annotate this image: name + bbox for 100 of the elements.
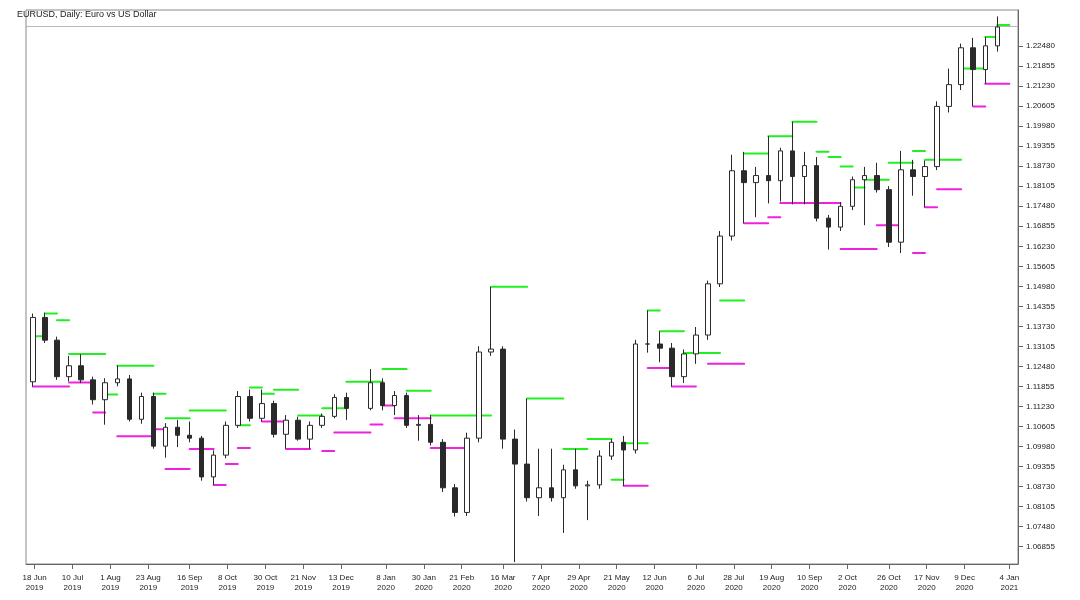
y-tick-label: 1.18105	[1026, 181, 1056, 191]
candlestick	[163, 422, 168, 459]
candlestick	[549, 448, 554, 503]
x-tick-label: 10 Jul 2019	[61, 572, 84, 592]
candlestick	[42, 312, 48, 344]
candlestick	[175, 419, 180, 448]
candlestick	[380, 377, 385, 411]
candlestick	[127, 374, 132, 422]
y-tick-label: 1.09980	[1026, 441, 1056, 451]
candlestick	[488, 286, 494, 357]
y-tick-label: 1.20605	[1026, 101, 1056, 111]
candlestick	[573, 448, 578, 490]
y-tick-label: 1.16230	[1026, 241, 1056, 251]
candlestick	[500, 345, 506, 450]
y-tick-label: 1.21855	[1026, 61, 1056, 71]
candlestick	[995, 15, 1000, 53]
y-tick-label: 1.11230	[1026, 401, 1055, 411]
y-tick-label: 1.16855	[1026, 221, 1056, 231]
candlestick	[802, 151, 807, 205]
y-tick-label: 1.12480	[1026, 361, 1056, 371]
candlestick	[440, 438, 446, 493]
candlestick	[139, 392, 144, 425]
candlestick	[874, 162, 880, 194]
candlestick	[115, 364, 120, 387]
x-tick-label: 30 Jan 2020	[411, 572, 436, 592]
x-tick-label: 28 Jul 2020	[723, 572, 745, 592]
x-tick-label: 8 Oct 2019	[217, 572, 238, 592]
candlestick	[970, 37, 976, 107]
candlestick	[983, 36, 988, 85]
x-tick-label: 21 Nov 2019	[290, 572, 316, 592]
candlestick	[464, 432, 470, 517]
candlestick	[428, 414, 433, 447]
x-tick-label: 10 Sep 2020	[796, 572, 823, 592]
candlestick	[910, 159, 916, 197]
candlestick	[295, 416, 301, 442]
candlestick	[693, 326, 699, 365]
candlestick	[452, 483, 458, 518]
candlestick	[766, 135, 771, 204]
x-tick-label: 12 Jun 2020	[642, 572, 667, 592]
candlestick	[717, 230, 723, 288]
candlestick	[283, 414, 289, 450]
x-tick-label: 16 Mar 2020	[490, 572, 516, 592]
y-tick-label: 1.17480	[1026, 201, 1056, 211]
y-tick-label: 1.19355	[1026, 141, 1056, 151]
y-tick-label: 1.06855	[1026, 541, 1056, 551]
x-tick-label: 19 Aug 2020	[759, 572, 785, 592]
candlestick	[922, 160, 928, 208]
y-tick-label: 1.07480	[1026, 521, 1056, 531]
candlestick	[729, 154, 735, 242]
candlestick	[368, 368, 373, 411]
candlestick	[247, 388, 253, 422]
candlestick	[657, 330, 663, 363]
candlestick	[826, 214, 831, 251]
candlestick	[946, 68, 952, 113]
candlestick	[753, 166, 759, 218]
candlestick	[30, 313, 36, 388]
candlestick	[898, 150, 904, 254]
candlestick	[235, 390, 241, 429]
y-tick-label: 1.15605	[1026, 261, 1056, 271]
candlestick	[404, 392, 409, 429]
candlestick	[187, 421, 192, 443]
candlestick	[211, 449, 216, 486]
y-tick-label: 1.14980	[1026, 281, 1056, 291]
y-tick-label: 1.19980	[1026, 121, 1056, 131]
candlestick	[78, 353, 84, 384]
y-tick-label: 1.08730	[1026, 481, 1056, 491]
candlestick	[416, 414, 421, 442]
candlestick	[561, 464, 566, 534]
y-tick-label: 1.18730	[1026, 161, 1056, 171]
candlestick	[958, 43, 964, 91]
candlestick	[633, 339, 638, 455]
candlestick	[199, 435, 204, 482]
candlestick	[669, 342, 675, 388]
x-tick-label: 6 Jul 2020	[687, 572, 706, 592]
candlestick	[609, 438, 614, 461]
y-tick-label: 1.13730	[1026, 321, 1056, 331]
x-tick-label: 9 Dec 2020	[954, 572, 976, 592]
candlestick	[344, 392, 349, 421]
candlestick	[259, 388, 265, 422]
candlestick	[597, 449, 602, 490]
candlestick	[536, 448, 542, 517]
candlestick	[850, 176, 855, 211]
candlestick	[151, 392, 156, 450]
y-tick-label: 1.08105	[1026, 501, 1056, 511]
candlestick	[705, 280, 711, 341]
chart-title: EURUSD, Daily: Euro vs US Dollar	[17, 8, 157, 19]
candlestick	[476, 345, 482, 443]
x-tick-label: 17 Nov 2020	[914, 572, 940, 592]
y-tick-label: 1.22480	[1026, 41, 1056, 51]
x-tick-label: 2 Oct 2020	[837, 572, 858, 592]
candlestick	[681, 348, 687, 384]
candlestick	[645, 309, 650, 354]
candlestick	[621, 435, 626, 487]
candlestick	[66, 355, 72, 382]
x-tick-label: 13 Dec 2019	[328, 572, 354, 592]
candlestick	[223, 421, 229, 459]
candlestick	[886, 185, 892, 248]
y-tick-label: 1.21230	[1026, 81, 1056, 91]
candlestick	[585, 480, 590, 521]
x-tick-label: 7 Apr 2020	[531, 572, 551, 592]
